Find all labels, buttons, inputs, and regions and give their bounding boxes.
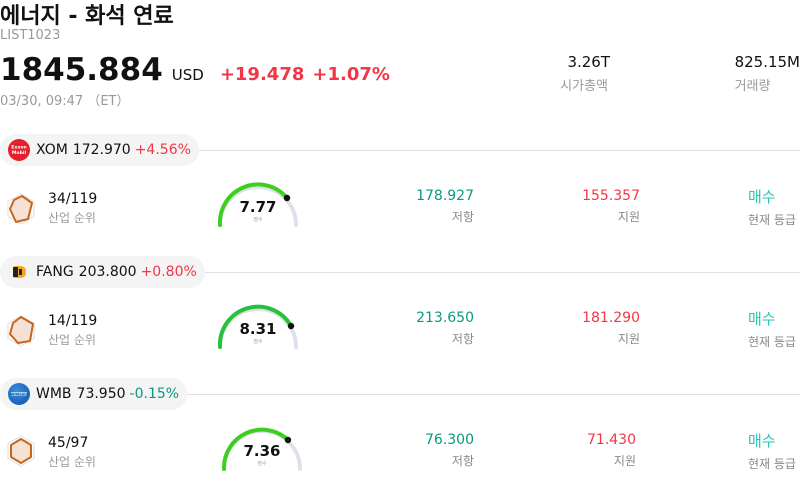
rating-label: 현재 등급 xyxy=(748,457,796,471)
resistance-level: 213.650 저항 xyxy=(400,310,474,347)
volume-stat: 825.15M 거래량 xyxy=(735,53,800,94)
stock-change-pct: +4.56% xyxy=(134,142,191,158)
rating-value: 매수 xyxy=(748,310,776,328)
support-label: 지원 xyxy=(613,454,636,468)
resistance-level: 76.300 저항 xyxy=(400,432,474,469)
score-gauge: 7.36 점수 xyxy=(220,424,310,474)
volume-value: 825.15M xyxy=(734,53,800,71)
stock-symbol: WMB xyxy=(36,386,72,402)
stock-price: 172.970 xyxy=(72,142,131,158)
support-value: 155.357 xyxy=(582,188,640,204)
industry-rank-value: 14/119 xyxy=(48,313,98,329)
stock-change-pct: -0.15% xyxy=(129,386,180,402)
stock-price: 203.800 xyxy=(78,264,137,280)
rating-label: 현재 등급 xyxy=(748,335,796,349)
stock-chip-fang[interactable]: FANG 203.800 +0.80% xyxy=(0,256,205,288)
svg-text:Mobil: Mobil xyxy=(12,150,27,156)
current-rating: 매수 현재 등급 xyxy=(748,430,796,472)
williams-logo-icon: Williams xyxy=(8,383,30,405)
score-label: 점수 xyxy=(253,217,263,223)
rating-value: 매수 xyxy=(748,188,776,206)
price-change-pct: +1.07% xyxy=(312,64,390,85)
support-level: 181.290 지원 xyxy=(560,310,640,347)
gauge-arc-icon xyxy=(221,427,302,471)
industry-rank: 34/119 산업 순위 xyxy=(48,191,97,226)
score-value: 7.36 xyxy=(243,442,281,460)
resistance-level: 178.927 저항 xyxy=(400,188,474,225)
price-change: +19.478 xyxy=(219,64,305,85)
industry-rank-label: 산업 순위 xyxy=(48,211,96,225)
currency-label: USD xyxy=(171,66,204,84)
gauge-arc-icon xyxy=(217,304,298,349)
market-cap-label: 시가총액 xyxy=(560,79,608,94)
exxonmobil-logo-icon: Exxon Mobil xyxy=(8,139,30,161)
support-value: 181.290 xyxy=(582,310,640,326)
svg-text:Exxon: Exxon xyxy=(11,145,27,151)
stock-symbol: XOM xyxy=(36,142,68,158)
resistance-value: 178.927 xyxy=(416,188,474,204)
industry-rank: 14/119 산업 순위 xyxy=(48,313,97,348)
market-cap-stat: 3.26T 시가총액 xyxy=(560,53,610,94)
current-rating: 매수 현재 등급 xyxy=(748,308,796,350)
score-gauge: 7.77 점수 xyxy=(216,180,306,230)
score-label: 점수 xyxy=(257,461,267,467)
price-row: 1845.884 USD +19.478 +1.07% xyxy=(0,52,390,88)
industry-rank-value: 34/119 xyxy=(48,191,98,207)
stock-detail-row: 34/119 산업 순위 7.77 점수 178.927 저항 155.357 … xyxy=(0,166,800,266)
current-rating: 매수 현재 등급 xyxy=(748,186,796,228)
score-value: 7.77 xyxy=(239,198,277,216)
diamondback-logo-icon xyxy=(8,261,30,283)
radar-chart-icon xyxy=(7,315,35,347)
list-code: LIST1023 xyxy=(0,28,61,43)
section-divider xyxy=(186,394,800,395)
svg-text:Williams: Williams xyxy=(10,393,27,397)
resistance-label: 저항 xyxy=(451,210,474,224)
gauge-arc-icon xyxy=(217,182,298,227)
stock-symbol: FANG xyxy=(36,264,74,280)
index-price: 1845.884 xyxy=(0,52,163,88)
stock-change-pct: +0.80% xyxy=(140,264,197,280)
timestamp: 03/30, 09:47 （ET） xyxy=(0,94,130,109)
support-level: 71.430 지원 xyxy=(556,432,636,469)
score-value: 8.31 xyxy=(239,320,277,338)
support-value: 71.430 xyxy=(587,432,636,448)
radar-chart-icon xyxy=(7,435,35,467)
industry-rank: 45/97 산업 순위 xyxy=(48,435,96,470)
rating-value: 매수 xyxy=(748,432,776,450)
score-label: 점수 xyxy=(253,339,263,345)
support-label: 지원 xyxy=(617,332,640,346)
resistance-value: 76.300 xyxy=(425,432,474,448)
page-title: 에너지 - 화석 연료 xyxy=(0,4,174,29)
support-level: 155.357 지원 xyxy=(560,188,640,225)
industry-rank-value: 45/97 xyxy=(48,435,89,451)
industry-rank-label: 산업 순위 xyxy=(48,455,96,469)
stock-detail-row: 14/119 산업 순위 8.31 점수 213.650 저항 181.290 … xyxy=(0,288,800,388)
resistance-value: 213.650 xyxy=(416,310,474,326)
stock-detail-row: 45/97 산업 순위 7.36 점수 76.300 저항 71.430 지원 … xyxy=(0,410,800,488)
market-cap-value: 3.26T xyxy=(567,53,610,71)
stock-chip-xom[interactable]: Exxon Mobil XOM 172.970 +4.56% xyxy=(0,134,199,166)
resistance-label: 저항 xyxy=(451,454,474,468)
industry-rank-label: 산업 순위 xyxy=(48,333,96,347)
stock-price: 73.950 xyxy=(76,386,126,402)
score-gauge: 8.31 점수 xyxy=(216,302,306,352)
section-divider xyxy=(204,272,800,273)
resistance-label: 저항 xyxy=(451,332,474,346)
stock-chip-wmb[interactable]: Williams WMB 73.950 -0.15% xyxy=(0,378,188,410)
rating-label: 현재 등급 xyxy=(748,213,796,227)
volume-label: 거래량 xyxy=(734,79,771,94)
radar-chart-icon xyxy=(7,193,35,225)
section-divider xyxy=(196,150,800,151)
support-label: 지원 xyxy=(617,210,640,224)
